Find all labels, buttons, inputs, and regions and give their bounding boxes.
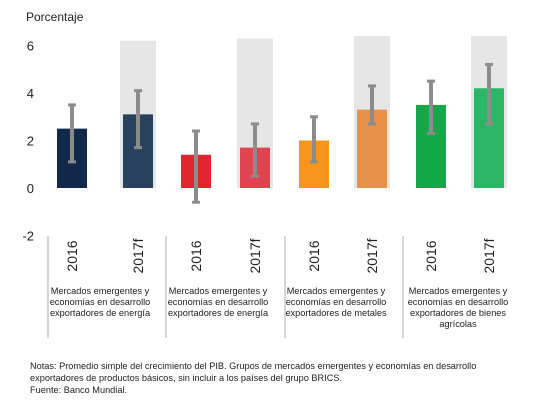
y-tick-label: 0 xyxy=(27,181,34,196)
x-tick-label: 2017f xyxy=(247,238,263,273)
x-tick-label: 2017f xyxy=(364,238,380,273)
x-tick-label: 2016 xyxy=(188,240,204,271)
group-label-3: Mercados emergentes y economías en desar… xyxy=(285,286,387,318)
x-tick-label: 2016 xyxy=(423,240,439,271)
source-line: Fuente: Banco Mundial. xyxy=(30,385,128,395)
y-tick-label: -2 xyxy=(22,229,34,244)
y-tick-label: 2 xyxy=(27,134,34,149)
group-label-1: Mercados emergentes y economías en desar… xyxy=(49,286,151,318)
y-tick-label: 4 xyxy=(27,86,34,101)
y-axis-label: Porcentaje xyxy=(26,10,84,24)
x-tick-label: 2016 xyxy=(306,240,322,271)
x-tick-label: 2017f xyxy=(130,238,146,273)
notes-line-2: exportadores de productos básicos, sin i… xyxy=(30,373,343,383)
group-label-2: Mercados emergentes y economías en desar… xyxy=(167,286,269,318)
x-tick-label: 2017f xyxy=(481,238,497,273)
notes-line-1: Notas: Promedio simple del crecimiento d… xyxy=(30,361,477,371)
group-label-4: Mercados emergentes y economías en desar… xyxy=(407,286,509,329)
chart-notes: Notas: Promedio simple del crecimiento d… xyxy=(30,360,530,396)
y-tick-label: 6 xyxy=(27,39,34,54)
x-tick-label: 2016 xyxy=(64,240,80,271)
